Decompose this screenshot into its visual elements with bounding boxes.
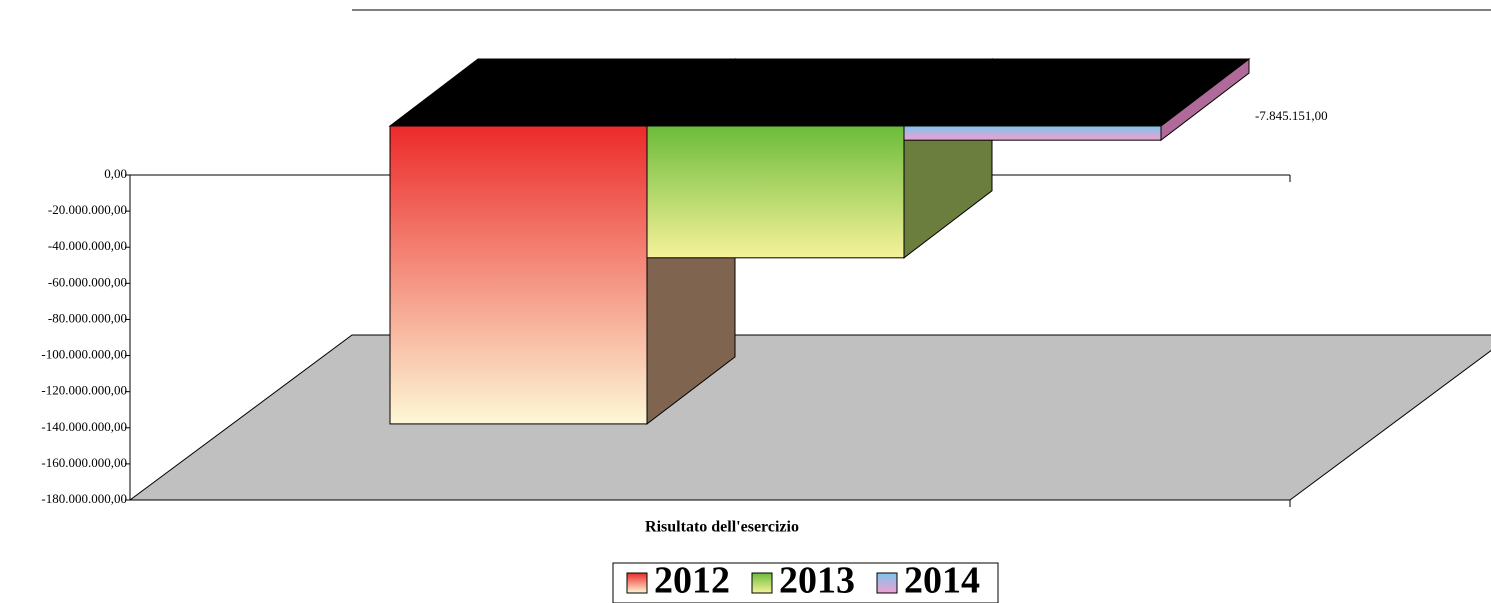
y-tick-label: -180.000.000,00 <box>41 491 127 506</box>
legend-swatch <box>626 572 648 594</box>
bar <box>646 125 905 259</box>
bar <box>389 125 648 425</box>
legend-swatch <box>751 572 773 594</box>
floor <box>128 334 1491 501</box>
data-label: -7.845.151,00 <box>1255 108 1328 123</box>
y-tick-label: -120.000.000,00 <box>41 383 127 398</box>
legend-label: 2013 <box>779 560 855 602</box>
y-tick-label: -80.000.000,00 <box>48 310 127 325</box>
bar <box>903 125 1162 141</box>
y-tick-label: -60.000.000,00 <box>48 274 127 289</box>
y-tick-label: -140.000.000,00 <box>41 419 127 434</box>
legend-swatch <box>876 572 898 594</box>
y-tick-label: -40.000.000,00 <box>48 238 127 253</box>
y-tick-label: -160.000.000,00 <box>41 455 127 470</box>
legend-label: 2012 <box>654 560 730 602</box>
legend <box>612 562 999 603</box>
x-category-label: Risultato dell'esercizio <box>645 519 799 536</box>
legend-label: 2014 <box>904 560 980 602</box>
y-tick-label: 0,00 <box>104 166 127 181</box>
y-tick-label: -20.000.000,00 <box>48 202 127 217</box>
y-tick-label: -100.000.000,00 <box>41 347 127 362</box>
